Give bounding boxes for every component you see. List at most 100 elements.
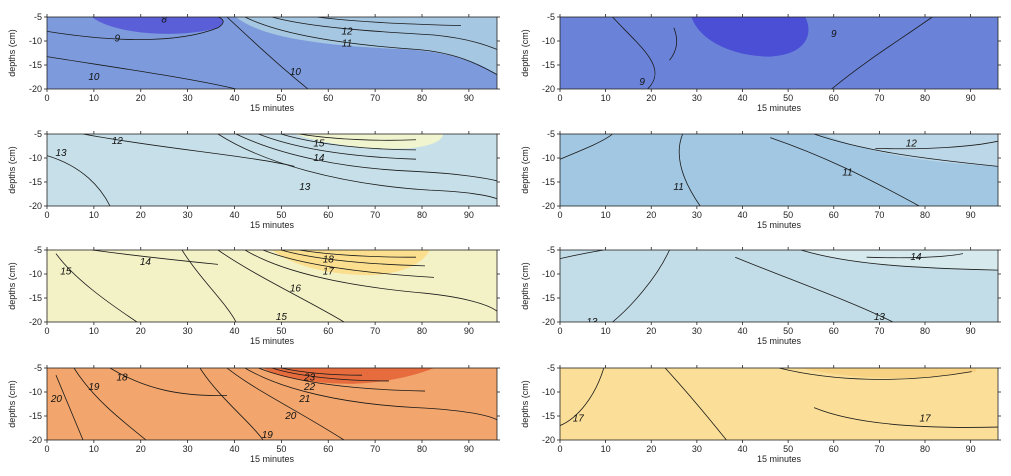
y-axis-label: depths (cm)	[7, 146, 17, 194]
x-tick-label: 90	[464, 444, 474, 454]
x-tick-label: 80	[417, 444, 427, 454]
x-tick-label: 30	[183, 444, 193, 454]
y-tick-label: -15	[29, 411, 42, 421]
contour-level-label: 20	[284, 411, 297, 422]
y-tick-label: -5	[34, 363, 42, 373]
contour-line	[245, 250, 497, 311]
y-axis-label: depths (cm)	[7, 29, 17, 77]
y-tick-label: -20	[542, 435, 555, 445]
x-tick-label: 70	[874, 210, 884, 220]
x-tick-label: 80	[417, 326, 427, 336]
contour-line	[801, 250, 998, 270]
contour-line	[56, 254, 137, 322]
y-axis-label: depths (cm)	[520, 146, 530, 194]
contour-level-label: 14	[910, 252, 922, 263]
contour-line	[245, 368, 497, 420]
x-tick-label: 0	[557, 326, 562, 336]
contour-level-label: 13	[299, 182, 311, 193]
y-tick-label: -5	[547, 245, 555, 255]
contour-level-label: 17	[919, 413, 931, 424]
x-tick-label: 10	[601, 444, 611, 454]
contour-field: 12 11 11	[560, 134, 998, 206]
plot-frame	[559, 133, 999, 207]
contour-field: 17 17	[560, 368, 998, 440]
x-tick-label: 0	[44, 93, 49, 103]
contour-line	[832, 17, 933, 89]
y-tick-label: -5	[547, 12, 555, 22]
x-axis-label: 15 minutes	[250, 220, 295, 230]
x-tick-label: 90	[464, 210, 474, 220]
y-axis-label: depths (cm)	[7, 262, 17, 310]
x-tick-label: 90	[966, 93, 976, 103]
plot-frame	[559, 367, 999, 441]
x-tick-label: 30	[692, 93, 702, 103]
contour-level-label: 9	[831, 29, 837, 40]
x-tick-label: 70	[874, 444, 884, 454]
contour-line	[74, 368, 146, 440]
x-axis-label: 15 minutes	[757, 103, 802, 113]
contour-level-label: 12	[112, 136, 124, 147]
contour-fill	[800, 368, 977, 379]
contour-fill	[691, 17, 809, 57]
contour-line	[245, 17, 497, 75]
x-tick-label: 40	[229, 93, 239, 103]
contour-level-label: 15	[60, 267, 72, 278]
y-tick-label: -20	[542, 84, 555, 94]
x-tick-label: 0	[44, 326, 49, 336]
contour-line	[182, 250, 236, 322]
x-tick-label: 90	[966, 326, 976, 336]
contour-line	[110, 368, 227, 396]
contour-panel-6: 14 13 13 0 10 20 30 40 50 60 70 80 90 -5 -10 -15 -20 15 m…	[520, 245, 1001, 346]
plot-frame	[46, 133, 498, 207]
contour-field: 13 12 15 14 13	[47, 134, 497, 206]
y-tick-label: -5	[547, 129, 555, 139]
y-tick-label: -15	[542, 411, 555, 421]
x-tick-label: 70	[874, 93, 884, 103]
x-tick-label: 80	[920, 93, 930, 103]
x-tick-label: 0	[557, 93, 562, 103]
x-tick-label: 80	[920, 210, 930, 220]
contour-level-label: 17	[323, 267, 335, 278]
contour-fill	[236, 17, 497, 75]
y-tick-label: -20	[29, 435, 42, 445]
contour-line	[200, 368, 263, 440]
contour-line	[259, 368, 426, 391]
x-tick-label: 10	[89, 210, 99, 220]
x-tick-label: 40	[737, 444, 747, 454]
x-tick-label: 20	[646, 210, 656, 220]
y-tick-label: -10	[29, 153, 42, 163]
contour-line	[281, 368, 362, 375]
contour-level-label: 17	[573, 413, 585, 424]
contour-level-label: 13	[874, 312, 886, 323]
x-tick-label: 50	[783, 93, 793, 103]
contour-line	[735, 257, 893, 322]
contour-field: 99	[560, 17, 998, 89]
x-tick-label: 20	[136, 326, 146, 336]
contour-line	[218, 134, 497, 199]
contour-panel-4: 12 11 11 0 10 20 30 40 50 60 70 80 90 -5 -10 -15 -20 15 m…	[520, 129, 1001, 230]
contour-fill	[800, 250, 998, 271]
x-tick-label: 80	[920, 326, 930, 336]
contour-line	[281, 134, 416, 150]
y-tick-label: -20	[29, 84, 42, 94]
contour-level-label: 11	[842, 167, 852, 178]
contour-level-label: 8	[161, 14, 167, 25]
x-tick-label: 70	[370, 326, 380, 336]
x-tick-label: 60	[323, 326, 333, 336]
x-tick-label: 10	[601, 326, 611, 336]
y-tick-label: -20	[29, 317, 42, 327]
contour-line	[236, 134, 497, 181]
contour-fill	[204, 250, 497, 322]
x-tick-label: 30	[692, 326, 702, 336]
contour-line	[613, 250, 670, 322]
x-tick-label: 20	[646, 93, 656, 103]
plot-frame	[559, 16, 999, 90]
y-tick-label: -15	[542, 177, 555, 187]
contour-level-label: 21	[298, 394, 310, 405]
x-tick-label: 90	[966, 210, 976, 220]
contour-level-label: 14	[313, 153, 325, 164]
